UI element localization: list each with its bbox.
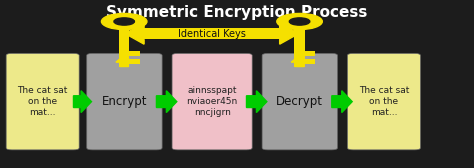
Text: Symmetric Encryption Process: Symmetric Encryption Process bbox=[106, 5, 368, 20]
Circle shape bbox=[114, 18, 135, 25]
Bar bbox=[129, 59, 140, 64]
Bar bbox=[119, 30, 129, 67]
Text: ainnsspapt
nviaoer45n
nncjigrn: ainnsspapt nviaoer45n nncjigrn bbox=[186, 86, 238, 117]
Circle shape bbox=[277, 13, 322, 30]
Bar bbox=[143, 28, 281, 39]
FancyArrow shape bbox=[156, 91, 177, 113]
FancyBboxPatch shape bbox=[347, 53, 420, 150]
Bar bbox=[294, 30, 305, 67]
FancyBboxPatch shape bbox=[172, 53, 252, 150]
Bar bbox=[305, 51, 315, 56]
Circle shape bbox=[101, 13, 147, 30]
Bar bbox=[129, 51, 140, 56]
Text: Identical Keys: Identical Keys bbox=[178, 29, 246, 39]
Bar bbox=[305, 59, 315, 64]
FancyBboxPatch shape bbox=[6, 53, 79, 150]
FancyBboxPatch shape bbox=[262, 53, 337, 150]
FancyArrow shape bbox=[116, 55, 132, 67]
Text: Encrypt: Encrypt bbox=[102, 95, 147, 108]
FancyArrow shape bbox=[332, 91, 352, 113]
Text: Decrypt: Decrypt bbox=[276, 95, 323, 108]
Circle shape bbox=[289, 18, 310, 25]
FancyArrow shape bbox=[280, 23, 299, 44]
FancyArrow shape bbox=[291, 55, 308, 67]
FancyArrow shape bbox=[73, 91, 91, 113]
FancyArrow shape bbox=[246, 91, 267, 113]
FancyBboxPatch shape bbox=[87, 53, 162, 150]
Text: The cat sat
on the
mat...: The cat sat on the mat... bbox=[359, 86, 409, 117]
Text: The cat sat
on the
mat...: The cat sat on the mat... bbox=[18, 86, 68, 117]
FancyArrow shape bbox=[125, 23, 144, 44]
